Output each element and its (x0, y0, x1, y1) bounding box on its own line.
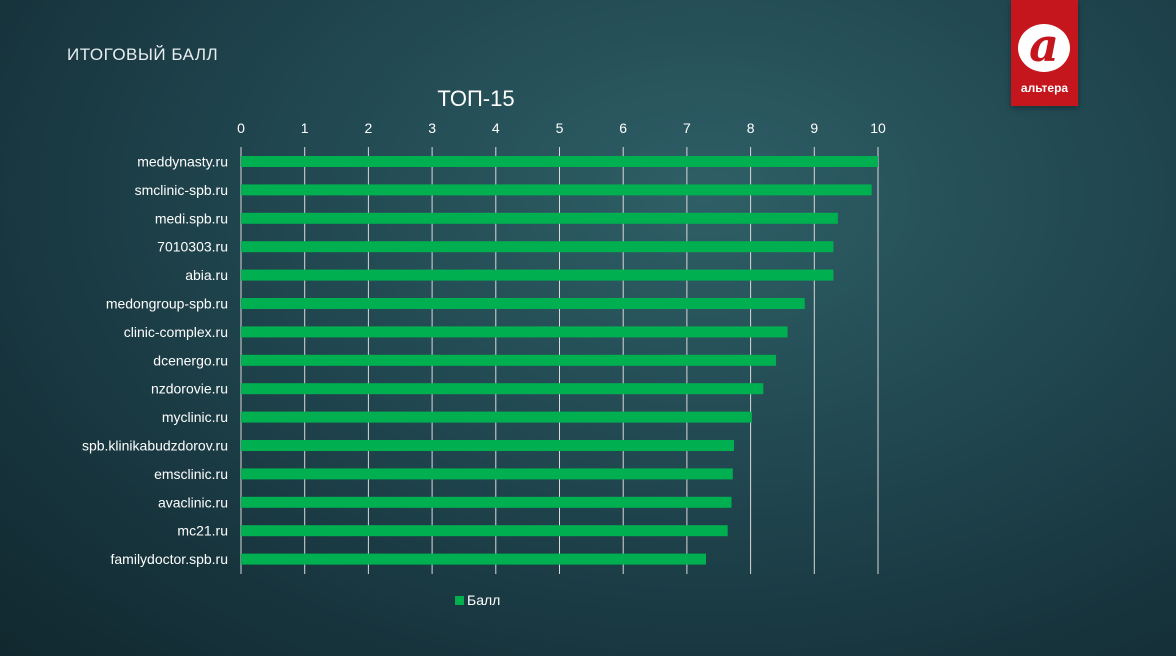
bar (241, 525, 728, 537)
bar (241, 553, 707, 565)
category-label: mc21.ru (177, 523, 228, 539)
bar (241, 468, 733, 480)
x-tick-label: 3 (428, 120, 436, 136)
x-tick-label: 10 (870, 120, 886, 136)
altera-logo: a альтера (1011, 0, 1078, 106)
x-axis-tick-labels: 0 1 2 3 4 5 6 7 8 9 10 (237, 120, 886, 136)
bar (241, 184, 872, 196)
x-tick-label: 0 (237, 120, 245, 136)
category-label: nzdorovie.ru (151, 381, 228, 397)
legend: Балл (455, 592, 500, 608)
x-tick-label: 4 (492, 120, 500, 136)
chart-title: ТОП-15 (437, 86, 514, 111)
category-label: emsclinic.ru (154, 466, 228, 482)
legend-swatch (455, 596, 464, 605)
category-label: clinic-complex.ru (124, 324, 228, 340)
bar (241, 326, 788, 338)
x-tick-label: 9 (810, 120, 818, 136)
category-label: dcenergo.ru (153, 352, 228, 368)
x-tick-label: 5 (556, 120, 564, 136)
logo-mark-icon: a (1018, 19, 1070, 72)
x-tick-label: 2 (365, 120, 373, 136)
legend-label: Балл (467, 592, 500, 608)
category-label: avaclinic.ru (158, 494, 228, 510)
category-label: spb.klinikabudzdorov.ru (82, 438, 228, 454)
category-label: myclinic.ru (162, 409, 228, 425)
x-tick-label: 6 (619, 120, 627, 136)
category-label: medi.spb.ru (155, 210, 228, 226)
category-label: 7010303.ru (157, 239, 228, 255)
bar (241, 383, 764, 395)
bars (241, 156, 878, 565)
bar (241, 354, 777, 366)
category-labels: meddynasty.ru smclinic-spb.ru medi.spb.ru 7… (82, 154, 228, 568)
bar (241, 212, 838, 224)
category-label: meddynasty.ru (137, 154, 228, 170)
category-label: smclinic-spb.ru (135, 182, 228, 198)
category-label: medongroup-spb.ru (106, 296, 228, 312)
logo-glyph: a (1029, 18, 1059, 72)
x-tick-label: 8 (747, 120, 755, 136)
x-tick-label: 7 (683, 120, 691, 136)
slide-title: ИТОГОВЫЙ БАЛЛ (67, 45, 219, 64)
bar (241, 241, 834, 253)
bar (241, 269, 834, 281)
category-label: abia.ru (185, 267, 228, 283)
category-label: familydoctor.spb.ru (111, 551, 229, 567)
bar (241, 411, 752, 423)
bar (241, 298, 805, 309)
bar (241, 440, 735, 451)
logo-text: альтера (1020, 81, 1069, 95)
bar (241, 496, 732, 508)
bar (241, 156, 878, 167)
x-tick-label: 1 (301, 120, 309, 136)
